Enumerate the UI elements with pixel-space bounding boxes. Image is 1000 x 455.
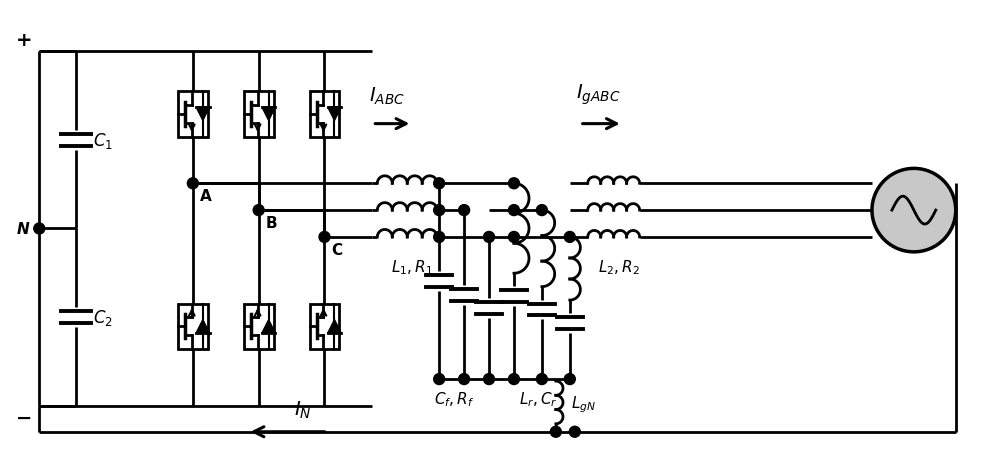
Bar <box>310 304 339 349</box>
Circle shape <box>319 232 330 243</box>
Text: $I_N$: $I_N$ <box>294 399 311 420</box>
Text: A: A <box>200 189 212 204</box>
Circle shape <box>508 205 519 216</box>
Bar <box>244 91 274 137</box>
Text: N: N <box>17 222 30 237</box>
Text: B: B <box>266 216 277 231</box>
Polygon shape <box>196 108 210 121</box>
Text: $L_r, C_r$: $L_r, C_r$ <box>519 389 558 408</box>
Bar <box>178 91 208 137</box>
Bar <box>310 91 339 137</box>
Circle shape <box>508 178 519 189</box>
Text: $I_{ABC}$: $I_{ABC}$ <box>369 85 405 106</box>
Circle shape <box>550 426 561 437</box>
Circle shape <box>872 169 956 252</box>
Circle shape <box>508 232 519 243</box>
Polygon shape <box>196 320 210 334</box>
Circle shape <box>484 374 495 384</box>
Text: $L_1, R_1$: $L_1, R_1$ <box>391 257 433 276</box>
Circle shape <box>459 205 470 216</box>
Circle shape <box>187 178 198 189</box>
Circle shape <box>434 178 445 189</box>
Text: $L_{gN}$: $L_{gN}$ <box>571 394 596 415</box>
Circle shape <box>434 374 445 384</box>
Polygon shape <box>328 320 341 334</box>
Text: $C_2$: $C_2$ <box>93 308 113 328</box>
Text: +: + <box>16 31 33 50</box>
Circle shape <box>434 232 445 243</box>
Circle shape <box>569 426 580 437</box>
Circle shape <box>508 374 519 384</box>
Circle shape <box>536 205 547 216</box>
Text: $C_f, R_f$: $C_f, R_f$ <box>434 389 475 408</box>
Bar <box>244 304 274 349</box>
Circle shape <box>459 374 470 384</box>
Bar <box>178 304 208 349</box>
Circle shape <box>564 232 575 243</box>
Text: $I_{gABC}$: $I_{gABC}$ <box>576 82 620 106</box>
Circle shape <box>536 374 547 384</box>
Circle shape <box>484 232 495 243</box>
Circle shape <box>34 223 45 234</box>
Text: −: − <box>16 408 33 427</box>
Circle shape <box>253 205 264 216</box>
Polygon shape <box>262 108 275 121</box>
Text: C: C <box>331 243 343 258</box>
Circle shape <box>564 374 575 384</box>
Circle shape <box>434 205 445 216</box>
Polygon shape <box>328 108 341 121</box>
Text: $L_2, R_2$: $L_2, R_2$ <box>598 257 640 276</box>
Text: $C_1$: $C_1$ <box>93 131 113 151</box>
Polygon shape <box>262 320 275 334</box>
